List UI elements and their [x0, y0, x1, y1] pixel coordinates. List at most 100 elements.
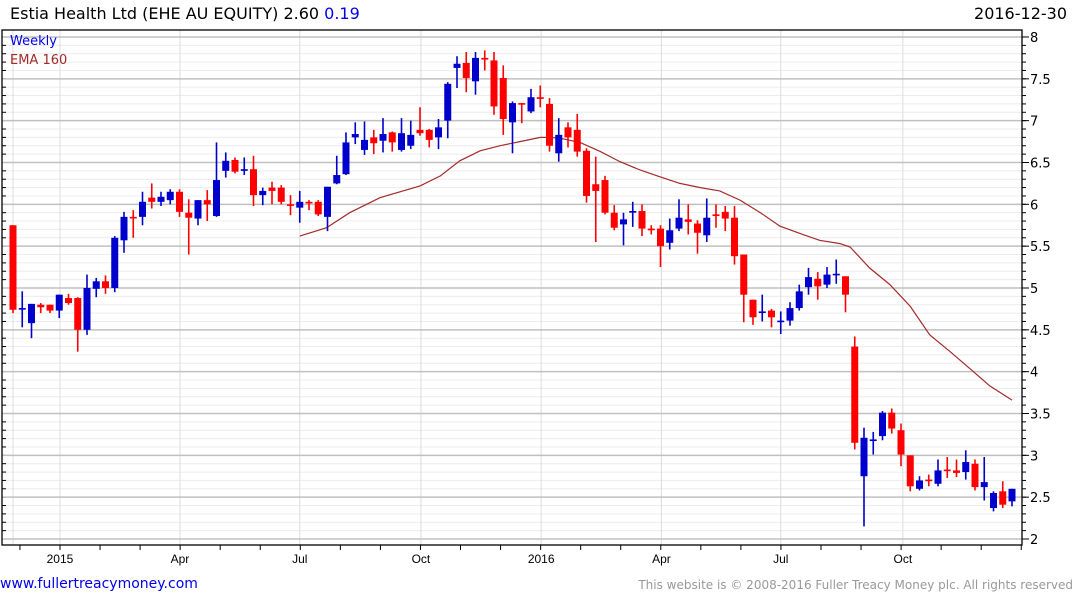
candle: [906, 455, 914, 492]
candle-body: [971, 463, 979, 488]
candle-body: [296, 201, 304, 208]
candle-body: [583, 150, 590, 196]
website-link[interactable]: www.fullertreacymoney.com: [0, 576, 198, 592]
candle: [869, 431, 877, 455]
candle: [980, 457, 988, 501]
candle-body: [46, 304, 54, 311]
candle: [74, 297, 82, 352]
candle-body: [92, 281, 100, 289]
candle: [148, 183, 156, 209]
candle-body: [499, 77, 507, 119]
candle: [740, 254, 748, 323]
candle-body: [712, 214, 720, 217]
candle-body: [203, 200, 211, 205]
candle-body: [351, 134, 359, 138]
candle-body: [509, 103, 516, 123]
candle-body: [610, 212, 618, 228]
candle-body: [777, 320, 785, 323]
candle-body: [703, 217, 711, 236]
candle-body: [83, 287, 91, 330]
candle-body: [18, 308, 26, 310]
candle-body: [388, 132, 396, 143]
candle-body: [943, 469, 951, 472]
candle: [314, 200, 322, 217]
candle-body: [869, 439, 877, 442]
candle-body: [638, 211, 646, 229]
candle-body: [916, 480, 923, 489]
candle: [805, 267, 812, 295]
candle-body: [287, 204, 294, 206]
candle: [758, 294, 766, 322]
candle: [925, 474, 933, 487]
candle-body: [934, 470, 942, 484]
candle-body: [481, 57, 489, 60]
candle-body: [860, 437, 868, 477]
candle: [583, 148, 590, 203]
candle-body: [148, 197, 156, 202]
candle: [425, 129, 433, 148]
candle: [398, 118, 405, 152]
candle-body: [453, 63, 461, 68]
candle-body: [102, 281, 109, 288]
candle: [721, 205, 729, 232]
candle-body: [176, 191, 183, 212]
candle: [564, 122, 572, 148]
title-text: Estia Health Ltd (EHE AU EQUITY) 2.60: [10, 4, 320, 23]
candle: [795, 284, 803, 311]
candle: [1008, 488, 1016, 507]
candle: [213, 142, 220, 217]
candle: [777, 311, 785, 335]
candle-body: [721, 211, 729, 219]
candle-body: [731, 217, 738, 257]
candle: [490, 52, 498, 115]
candle-body: [906, 455, 914, 487]
candle-body: [472, 57, 479, 82]
candle-body: [342, 142, 350, 175]
candle-body: [240, 169, 248, 171]
candle: [712, 204, 720, 228]
y-tick-label: 4.5: [1030, 324, 1051, 339]
candle-body: [990, 492, 997, 509]
copyright-text: This website is © 2008-2016 Fuller Treac…: [638, 578, 1073, 592]
x-tick-label: Jul: [292, 552, 307, 566]
candle-body: [194, 200, 202, 219]
candle: [675, 199, 683, 232]
candle: [18, 291, 26, 328]
candle-body: [814, 278, 822, 287]
candle: [897, 423, 905, 467]
candle-body: [758, 311, 766, 314]
chart-date: 2016-12-30: [974, 4, 1067, 23]
candle: [277, 185, 285, 205]
candle-body: [675, 217, 683, 229]
candle: [638, 204, 646, 237]
y-tick-label: 7.5: [1030, 73, 1051, 88]
candle-body: [629, 211, 637, 213]
x-tick-label: Jul: [773, 552, 788, 566]
candle-body: [980, 482, 988, 488]
candle: [388, 131, 396, 152]
candle-body: [879, 412, 886, 437]
candle-body: [832, 273, 840, 276]
candle-body: [694, 223, 701, 233]
x-tick-label: Oct: [894, 552, 913, 566]
candle: [231, 157, 239, 174]
ema-160-line: [299, 136, 1013, 401]
candle-body: [28, 303, 35, 324]
candle: [536, 85, 544, 108]
candle: [842, 276, 849, 313]
candle-body: [555, 134, 563, 154]
candle: [629, 201, 637, 227]
candle-body: [518, 103, 526, 105]
candle-body: [166, 191, 174, 201]
candle: [731, 205, 738, 265]
candle-body: [666, 230, 674, 243]
candle: [481, 50, 489, 71]
candle: [620, 212, 627, 246]
candle: [546, 98, 553, 152]
candle: [518, 103, 526, 124]
candle-body: [416, 129, 424, 134]
candle: [46, 304, 54, 314]
candle: [888, 408, 896, 434]
candle: [203, 190, 211, 222]
candle-body: [9, 225, 17, 310]
